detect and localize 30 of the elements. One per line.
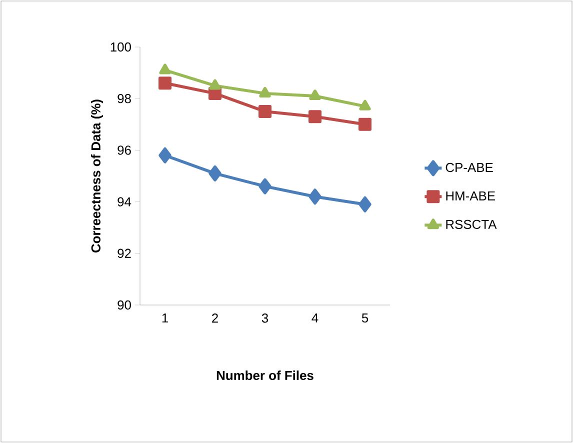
y-axis-title: Correectness of Data (%) (90, 100, 104, 252)
y-tick-label: 98 (118, 94, 131, 104)
x-tick-label: 4 (312, 314, 318, 322)
point (258, 178, 272, 194)
point (358, 118, 372, 131)
y-tick-label: 94 (118, 197, 132, 206)
y-tick-label: 96 (118, 146, 131, 155)
point (159, 64, 171, 74)
x-tick-label: 5 (362, 314, 368, 323)
legend-label: CP-ABE (446, 162, 493, 172)
y-tick-label: 92 (118, 248, 131, 258)
point (308, 188, 322, 205)
point (209, 79, 221, 90)
y-tick-label: 100 (110, 42, 131, 52)
x-axis-title: Number of Files (216, 370, 314, 380)
point (308, 110, 322, 124)
point (158, 147, 172, 164)
point (359, 100, 371, 110)
legend-label: RSSCTA (446, 220, 497, 229)
legend-label: HM-ABE (446, 191, 495, 200)
x-tick-label: 2 (212, 314, 218, 323)
point (158, 76, 172, 90)
point (259, 86, 271, 98)
x-tick-label: 1 (162, 314, 168, 322)
point (258, 105, 272, 118)
point (358, 196, 372, 212)
point (309, 90, 321, 100)
point (208, 165, 222, 182)
x-tick-label: 3 (262, 314, 268, 323)
y-tick-label: 90 (118, 300, 131, 310)
